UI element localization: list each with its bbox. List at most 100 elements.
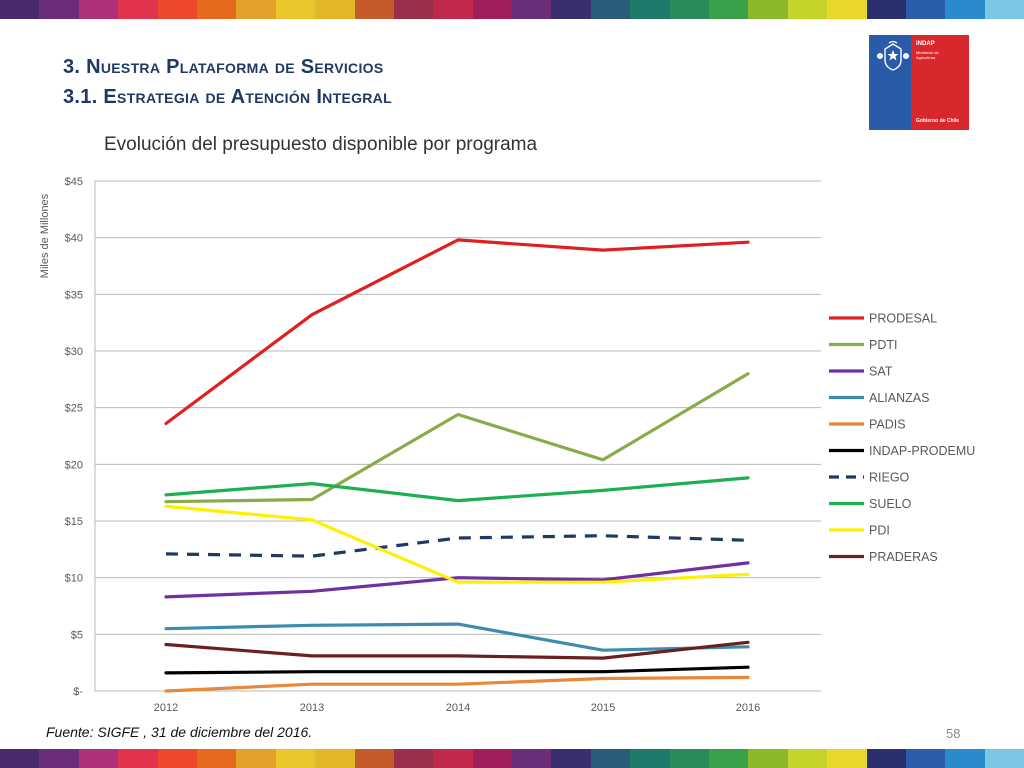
x-tick-label: 2013 xyxy=(300,702,324,714)
source-note: Fuente: SIGFE , 31 de diciembre del 2016… xyxy=(46,724,313,740)
y-tick-label: $45 xyxy=(65,176,83,188)
x-tick-label: 2014 xyxy=(446,702,470,714)
stripe-segment xyxy=(354,749,394,768)
stripe-segment xyxy=(748,749,788,768)
stripe-segment xyxy=(669,749,710,768)
stripe-segment xyxy=(787,749,828,768)
legend-label: SAT xyxy=(869,365,893,379)
stripe-segment xyxy=(315,749,355,768)
stripe-segment xyxy=(433,0,473,19)
logo-ministry: Ministerio de Agricultura xyxy=(916,50,939,60)
stripe-segment xyxy=(551,0,591,19)
logo-name: INDAP xyxy=(916,41,935,47)
series-line-riego xyxy=(165,534,749,558)
legend-label: PDI xyxy=(869,524,890,538)
stripe-segment xyxy=(236,0,276,19)
y-tick-label: $15 xyxy=(65,516,83,528)
stripe-segment xyxy=(905,749,946,768)
stripe-segment xyxy=(275,0,316,19)
stripe-segment xyxy=(709,0,749,19)
legend-label: PRADERAS xyxy=(869,550,938,564)
y-tick-label: $30 xyxy=(65,346,83,358)
y-axis-label: Miles de Millones xyxy=(39,193,51,278)
x-tick-label: 2012 xyxy=(154,702,178,714)
stripe-segment xyxy=(669,0,710,19)
stripe-segment xyxy=(905,0,946,19)
y-tick-label: $25 xyxy=(65,403,83,415)
stripe-segment xyxy=(196,0,237,19)
chart-title: Evolución del presupuesto disponible por… xyxy=(104,134,538,155)
series-line-pdti xyxy=(164,372,750,504)
stripe-segment xyxy=(39,0,79,19)
stripe-segment xyxy=(827,749,867,768)
stripe-segment xyxy=(157,749,197,768)
logo-red-panel xyxy=(911,35,969,130)
stripe-segment xyxy=(433,749,473,768)
y-tick-label: $5 xyxy=(71,629,83,641)
stripe-segment xyxy=(157,0,197,19)
stripe-segment xyxy=(945,0,985,19)
stripe-segment xyxy=(866,749,906,768)
chart-legend: PRODESAL PDTI SAT ALIANZAS PADIS INDAP-PRODEM… xyxy=(829,312,975,564)
bottom-color-stripe xyxy=(0,749,1024,768)
chile-crest-icon xyxy=(877,40,909,71)
stripe-segment xyxy=(748,0,788,19)
stripe-segment xyxy=(512,749,552,768)
y-tick-label: $40 xyxy=(65,233,83,245)
y-tick-label: $20 xyxy=(65,459,83,471)
series-line-prodesal xyxy=(164,238,750,426)
y-tick-label: $10 xyxy=(65,573,83,585)
chart-grid xyxy=(95,180,821,692)
stripe-segment xyxy=(590,0,631,19)
stripe-segment xyxy=(590,749,631,768)
stripe-segment xyxy=(0,749,40,768)
chart-axes: $- $5 $10 $15 $20 $25 $30 $35 $40 $45 2012 2013 2014… xyxy=(39,176,760,714)
legend-label: ALIANZAS xyxy=(869,391,929,405)
slide-title: 3. Nuestra Plataforma de Servicios xyxy=(63,56,384,78)
logo-blue-panel xyxy=(869,35,911,130)
x-tick-label: 2016 xyxy=(736,702,760,714)
stripe-segment xyxy=(630,749,670,768)
series-line-alianzas xyxy=(164,622,750,652)
series-line-praderas xyxy=(164,640,750,660)
stripe-segment xyxy=(78,0,119,19)
x-tick-label: 2015 xyxy=(591,702,615,714)
legend-label: INDAP-PRODEMU xyxy=(869,444,975,458)
series-line-padis xyxy=(164,675,750,693)
stripe-segment xyxy=(787,0,828,19)
stripe-segment xyxy=(236,749,276,768)
stripe-segment xyxy=(275,749,316,768)
series-line-sat xyxy=(164,561,750,599)
stripe-segment xyxy=(472,0,513,19)
stripe-segment xyxy=(630,0,670,19)
stripe-segment xyxy=(118,749,158,768)
stripe-segment xyxy=(472,749,513,768)
series-line-pdi xyxy=(164,504,750,584)
y-tick-label: $- xyxy=(73,686,83,698)
logo-government: Gobierno de Chile xyxy=(916,118,960,124)
stripe-segment xyxy=(827,0,867,19)
stripe-segment xyxy=(393,0,434,19)
top-color-stripe xyxy=(0,0,1024,19)
stripe-segment xyxy=(39,749,79,768)
series-line-suelo xyxy=(164,476,750,503)
stripe-segment xyxy=(866,0,906,19)
legend-label: RIEGO xyxy=(869,471,910,485)
stripe-segment xyxy=(0,0,40,19)
y-tick-label: $35 xyxy=(65,289,83,301)
stripe-segment xyxy=(196,749,237,768)
stripe-segment xyxy=(551,749,591,768)
page-number: 58 xyxy=(946,726,961,741)
legend-label: SUELO xyxy=(869,497,912,511)
legend-label: PRODESAL xyxy=(869,312,937,326)
stripe-segment xyxy=(512,0,552,19)
stripe-segment xyxy=(393,749,434,768)
stripe-segment xyxy=(945,749,985,768)
stripe-segment xyxy=(354,0,394,19)
chart-series xyxy=(164,238,750,693)
indap-logo xyxy=(869,35,969,130)
legend-label: PADIS xyxy=(869,418,906,432)
stripe-segment xyxy=(315,0,355,19)
stripe-segment xyxy=(984,0,1024,19)
